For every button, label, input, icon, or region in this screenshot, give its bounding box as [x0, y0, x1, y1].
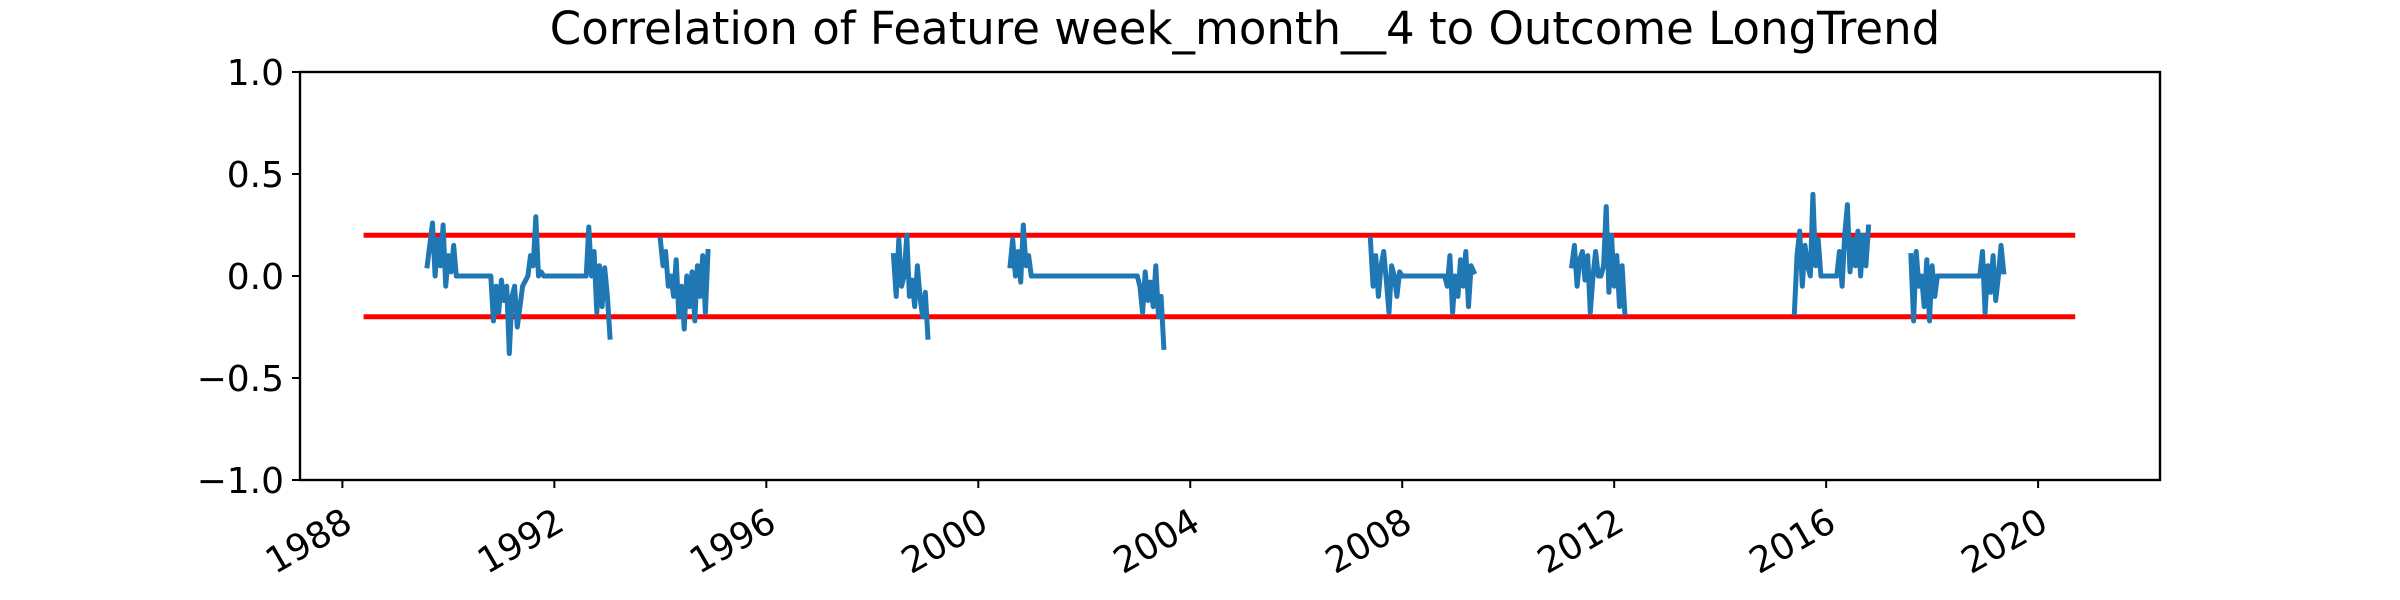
series-segment — [657, 236, 711, 332]
y-tick-label: 0.5 — [227, 155, 284, 196]
series-segment — [1007, 222, 1167, 351]
series-segment — [890, 232, 931, 340]
series-line — [424, 191, 2007, 356]
y-tick-label: 0.0 — [227, 257, 284, 298]
series-segment — [1908, 242, 2007, 324]
y-tick-label: −0.5 — [197, 359, 284, 400]
series-segment — [1569, 204, 1628, 316]
series-segment — [1791, 191, 1872, 316]
y-axis: 1.0 0.5 0.0 −0.5 −1.0 — [197, 53, 300, 502]
series-segment — [424, 214, 613, 356]
chart-title: Correlation of Feature week_month__4 to … — [550, 2, 1940, 55]
y-tick-label: −1.0 — [197, 461, 284, 502]
y-tick-label: 1.0 — [227, 53, 284, 94]
threshold-lines — [363, 232, 2076, 320]
series-segment — [1367, 236, 1478, 316]
